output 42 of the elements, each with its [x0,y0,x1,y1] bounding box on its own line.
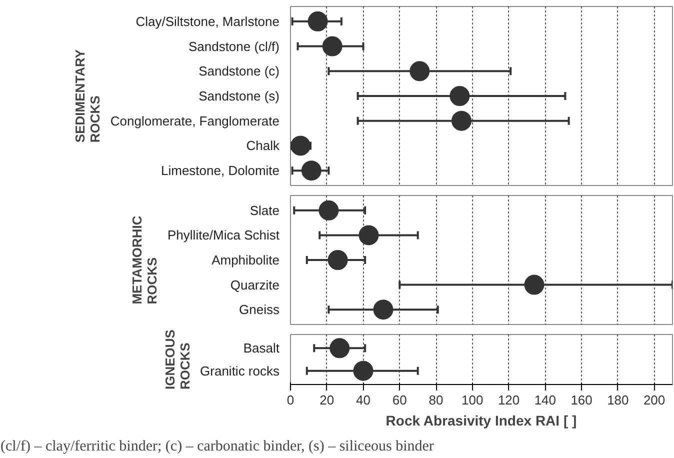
point [524,274,544,295]
y-tick-label: Conglomerate, Fanglomerate [110,113,280,128]
x-tick-label: 60 [392,392,407,408]
x-tick-label: 160 [570,392,592,408]
text: METAMORHIC ROCKS [130,215,160,304]
point [373,300,394,320]
x-tick-label: 140 [534,392,556,408]
point [328,250,348,270]
text: (cl/f) – clay/ferritic binder; (c) – carbonatic binder, (s) – siliceous binder [0,438,434,454]
x-tick-label: 120 [498,392,520,408]
text: IGNEOUS ROCKS [162,329,192,390]
point [358,225,379,246]
point [318,200,339,220]
y-tick-label: Gneiss [239,302,280,318]
text: SEDIMENTARY ROCKS [72,49,102,143]
y-tick-label: Chalk [246,138,280,154]
point [450,86,470,106]
point [322,36,342,56]
x-tick-label: 20 [320,392,334,408]
point [301,160,322,181]
point [290,136,311,156]
y-tick-label: Basalt [243,340,280,356]
x-axis-title: Rock Abrasivity Index RAI [ ] [386,412,577,428]
y-tick-label: Granitic rocks [200,363,280,378]
point [308,11,328,32]
y-tick-label: Amphibolite [212,252,280,268]
y-tick-label: Phyllite/Mica Schist [168,228,280,243]
x-tick-label: 0 [286,392,294,408]
x-tick-label: 100 [462,392,484,408]
x-tick-label: 40 [356,392,370,408]
y-tick-label: Sandstone (cl/f) [188,38,280,54]
y-tick-label: Limestone, Dolomite [161,163,280,178]
y-tick-label: Sandstone (c) [198,64,280,79]
x-tick-label: 180 [607,392,629,408]
x-tick-label: 80 [428,392,444,408]
y-tick-label: Clay/Siltstone, Marlstone [136,14,280,29]
x-tick-label: 200 [643,392,666,408]
y-tick-label: Sandstone (s) [198,88,280,104]
y-tick-label: Quarzite [230,277,280,292]
y-tick-label: Slate [250,202,280,218]
point [410,61,430,82]
point [451,110,472,131]
